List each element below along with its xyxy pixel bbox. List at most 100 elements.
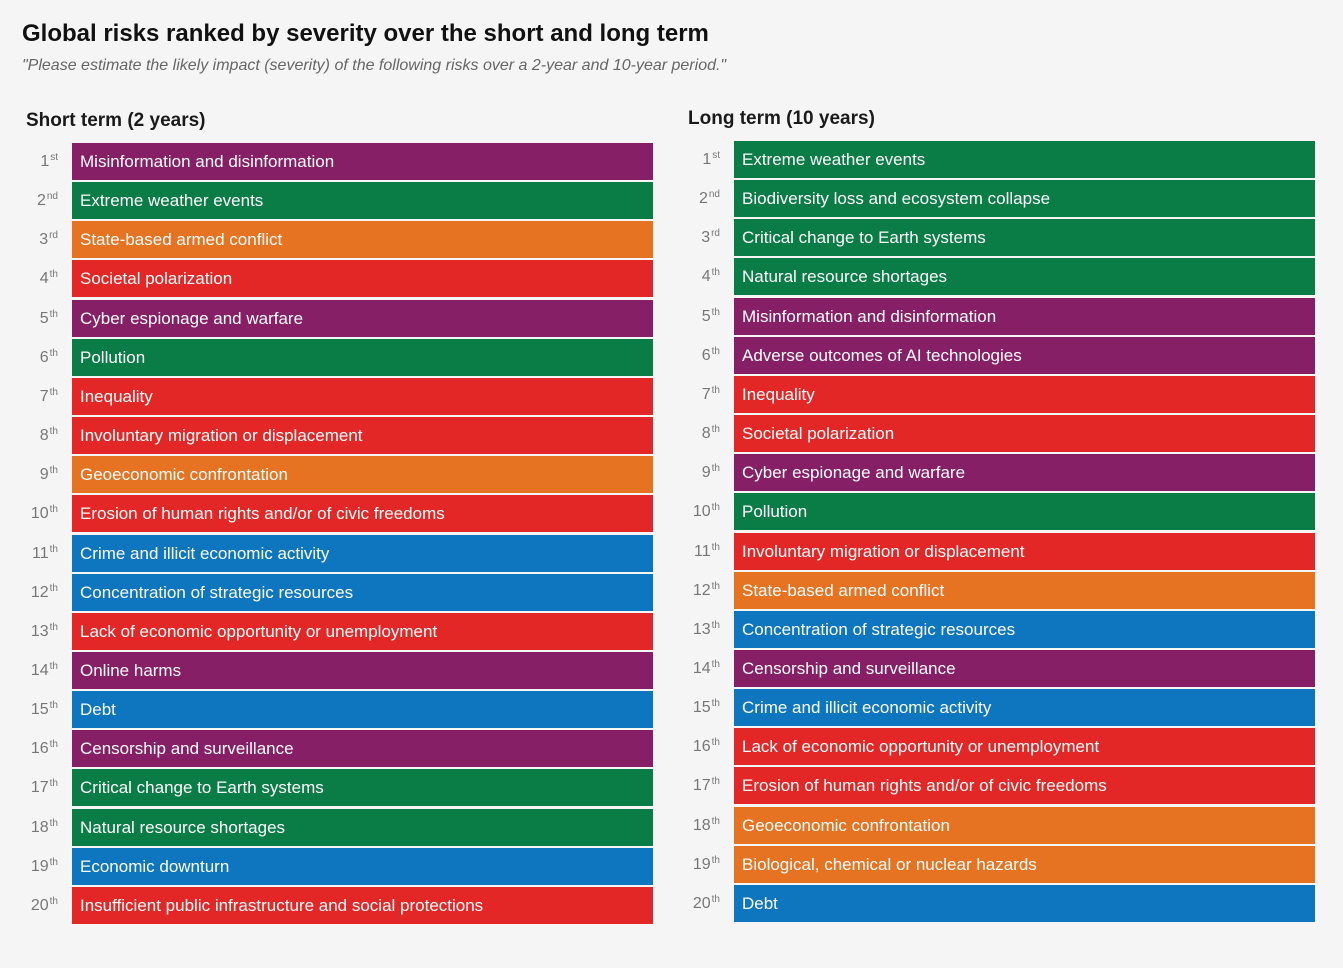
risk-row: 2nd Extreme weather events — [22, 182, 662, 220]
rank-number: 9 — [39, 466, 49, 484]
rank-number: 1 — [702, 151, 712, 168]
risk-row: 17th Erosion of human rights and/or of ci… — [684, 767, 1324, 805]
risk-bar: Critical change to Earth systems — [72, 769, 653, 807]
rank-label: 18th — [22, 818, 58, 837]
risk-row: 5th Cyber espionage and warfare — [22, 299, 662, 337]
rank-label: 13th — [22, 622, 58, 641]
rank-suffix: th — [49, 856, 58, 868]
rank-suffix: th — [49, 543, 58, 555]
risk-bar: Lack of economic opportunity or unemploy… — [734, 728, 1315, 766]
rank-number: 13 — [692, 620, 711, 638]
rank-suffix: th — [711, 776, 720, 788]
risk-bar: State-based armed conflict — [72, 221, 653, 259]
rank-suffix: th — [711, 463, 720, 475]
risk-bar: Involuntary migration or displacement — [72, 417, 653, 455]
risk-row: 7th Inequality — [684, 375, 1324, 413]
rank-suffix: th — [711, 815, 720, 827]
rank-label: 16th — [22, 739, 58, 758]
rank-suffix: th — [711, 267, 720, 279]
rank-number: 19 — [30, 857, 49, 875]
risk-row: 11th Involuntary migration or displacemen… — [684, 532, 1324, 570]
rank-number: 16 — [30, 740, 49, 758]
risk-bar: Lack of economic opportunity or unemploy… — [72, 612, 653, 650]
rank-label: 6th — [22, 348, 58, 367]
risk-bar: Cyber espionage and warfare — [72, 299, 653, 337]
rank-label: 15th — [22, 700, 58, 719]
rank-suffix: th — [711, 580, 720, 592]
rank-number: 16 — [692, 738, 711, 756]
risk-row: 11th Crime and illicit economic activity — [22, 534, 662, 572]
risk-row: 3rd Critical change to Earth systems — [684, 219, 1324, 257]
rank-suffix: th — [711, 893, 720, 905]
rank-label: 9th — [22, 465, 58, 484]
risk-row: 5th Misinformation and disinformation — [684, 297, 1324, 335]
risk-bar: Debt — [72, 691, 653, 729]
rank-suffix: th — [711, 345, 720, 357]
rank-suffix: th — [711, 698, 720, 710]
risk-row: 17th Critical change to Earth systems — [22, 769, 662, 807]
rank-suffix: st — [50, 152, 58, 163]
risk-bar: Societal polarization — [72, 260, 653, 298]
rank-label: 5th — [684, 307, 720, 326]
rank-number: 6 — [701, 346, 711, 364]
risk-bar: Adverse outcomes of AI technologies — [734, 336, 1315, 374]
rank-number: 14 — [30, 661, 49, 679]
rank-number: 1 — [40, 153, 50, 170]
rank-label: 6th — [684, 346, 720, 365]
risk-bar: Crime and illicit economic activity — [72, 534, 653, 572]
risk-row: 10th Erosion of human rights and/or of ci… — [22, 495, 662, 533]
rank-label: 13th — [684, 620, 720, 639]
rank-label: 4th — [684, 267, 720, 286]
risk-row: 8th Societal polarization — [684, 415, 1324, 453]
rank-suffix: th — [49, 308, 58, 320]
risk-bar: Censorship and surveillance — [734, 649, 1315, 687]
rank-number: 8 — [39, 427, 49, 445]
rank-suffix: th — [711, 384, 720, 396]
risk-row: 18th Geoeconomic confrontation — [684, 806, 1324, 844]
rank-number: 3 — [701, 229, 711, 247]
risk-bar: Biodiversity loss and ecosystem collapse — [734, 180, 1315, 218]
rank-label: 1st — [22, 152, 58, 171]
risk-bar: Debt — [734, 884, 1315, 922]
risk-bar: Censorship and surveillance — [72, 730, 653, 768]
rank-number: 6 — [39, 348, 49, 366]
risk-bar: Cyber espionage and warfare — [734, 454, 1315, 492]
rank-label: 7th — [22, 387, 58, 406]
rank-number: 2 — [698, 190, 708, 208]
rank-suffix: th — [49, 347, 58, 359]
risk-bar: Geoeconomic confrontation — [734, 806, 1315, 844]
risk-row: 6th Adverse outcomes of AI technologies — [684, 336, 1324, 374]
rank-number: 18 — [30, 818, 49, 836]
rank-label: 20th — [22, 896, 58, 915]
rank-suffix: nd — [46, 191, 58, 203]
rank-label: 18th — [684, 816, 720, 835]
rank-suffix: th — [49, 739, 58, 751]
column-title: Short term (2 years) — [26, 110, 206, 131]
rank-label: 12th — [22, 583, 58, 602]
risk-row: 19th Economic downturn — [22, 847, 662, 885]
risk-row: 13th Concentration of strategic resources — [684, 610, 1324, 648]
rank-number: 3 — [39, 231, 49, 249]
risk-bar: State-based armed conflict — [734, 571, 1315, 609]
risk-row: 6th Pollution — [22, 338, 662, 376]
risk-row: 14th Censorship and surveillance — [684, 649, 1324, 687]
rank-number: 7 — [39, 387, 49, 405]
rank-number: 12 — [692, 581, 711, 599]
rank-label: 10th — [684, 502, 720, 521]
rank-suffix: th — [711, 424, 720, 436]
rank-number: 18 — [692, 816, 711, 834]
rank-label: 14th — [684, 659, 720, 678]
rank-number: 20 — [30, 896, 49, 914]
risk-bar: Pollution — [72, 338, 653, 376]
risk-row: 18th Natural resource shortages — [22, 808, 662, 846]
rank-suffix: rd — [711, 228, 720, 240]
rank-label: 7th — [684, 385, 720, 404]
chart-subtitle: "Please estimate the likely impact (seve… — [22, 57, 727, 74]
risk-row: 16th Censorship and surveillance — [22, 730, 662, 768]
rank-number: 8 — [701, 425, 711, 443]
rank-suffix: th — [49, 778, 58, 790]
rank-suffix: th — [49, 465, 58, 477]
risk-bar: Erosion of human rights and/or of civic … — [734, 767, 1315, 805]
risk-row: 14th Online harms — [22, 651, 662, 689]
risk-row: 12th Concentration of strategic resources — [22, 573, 662, 611]
